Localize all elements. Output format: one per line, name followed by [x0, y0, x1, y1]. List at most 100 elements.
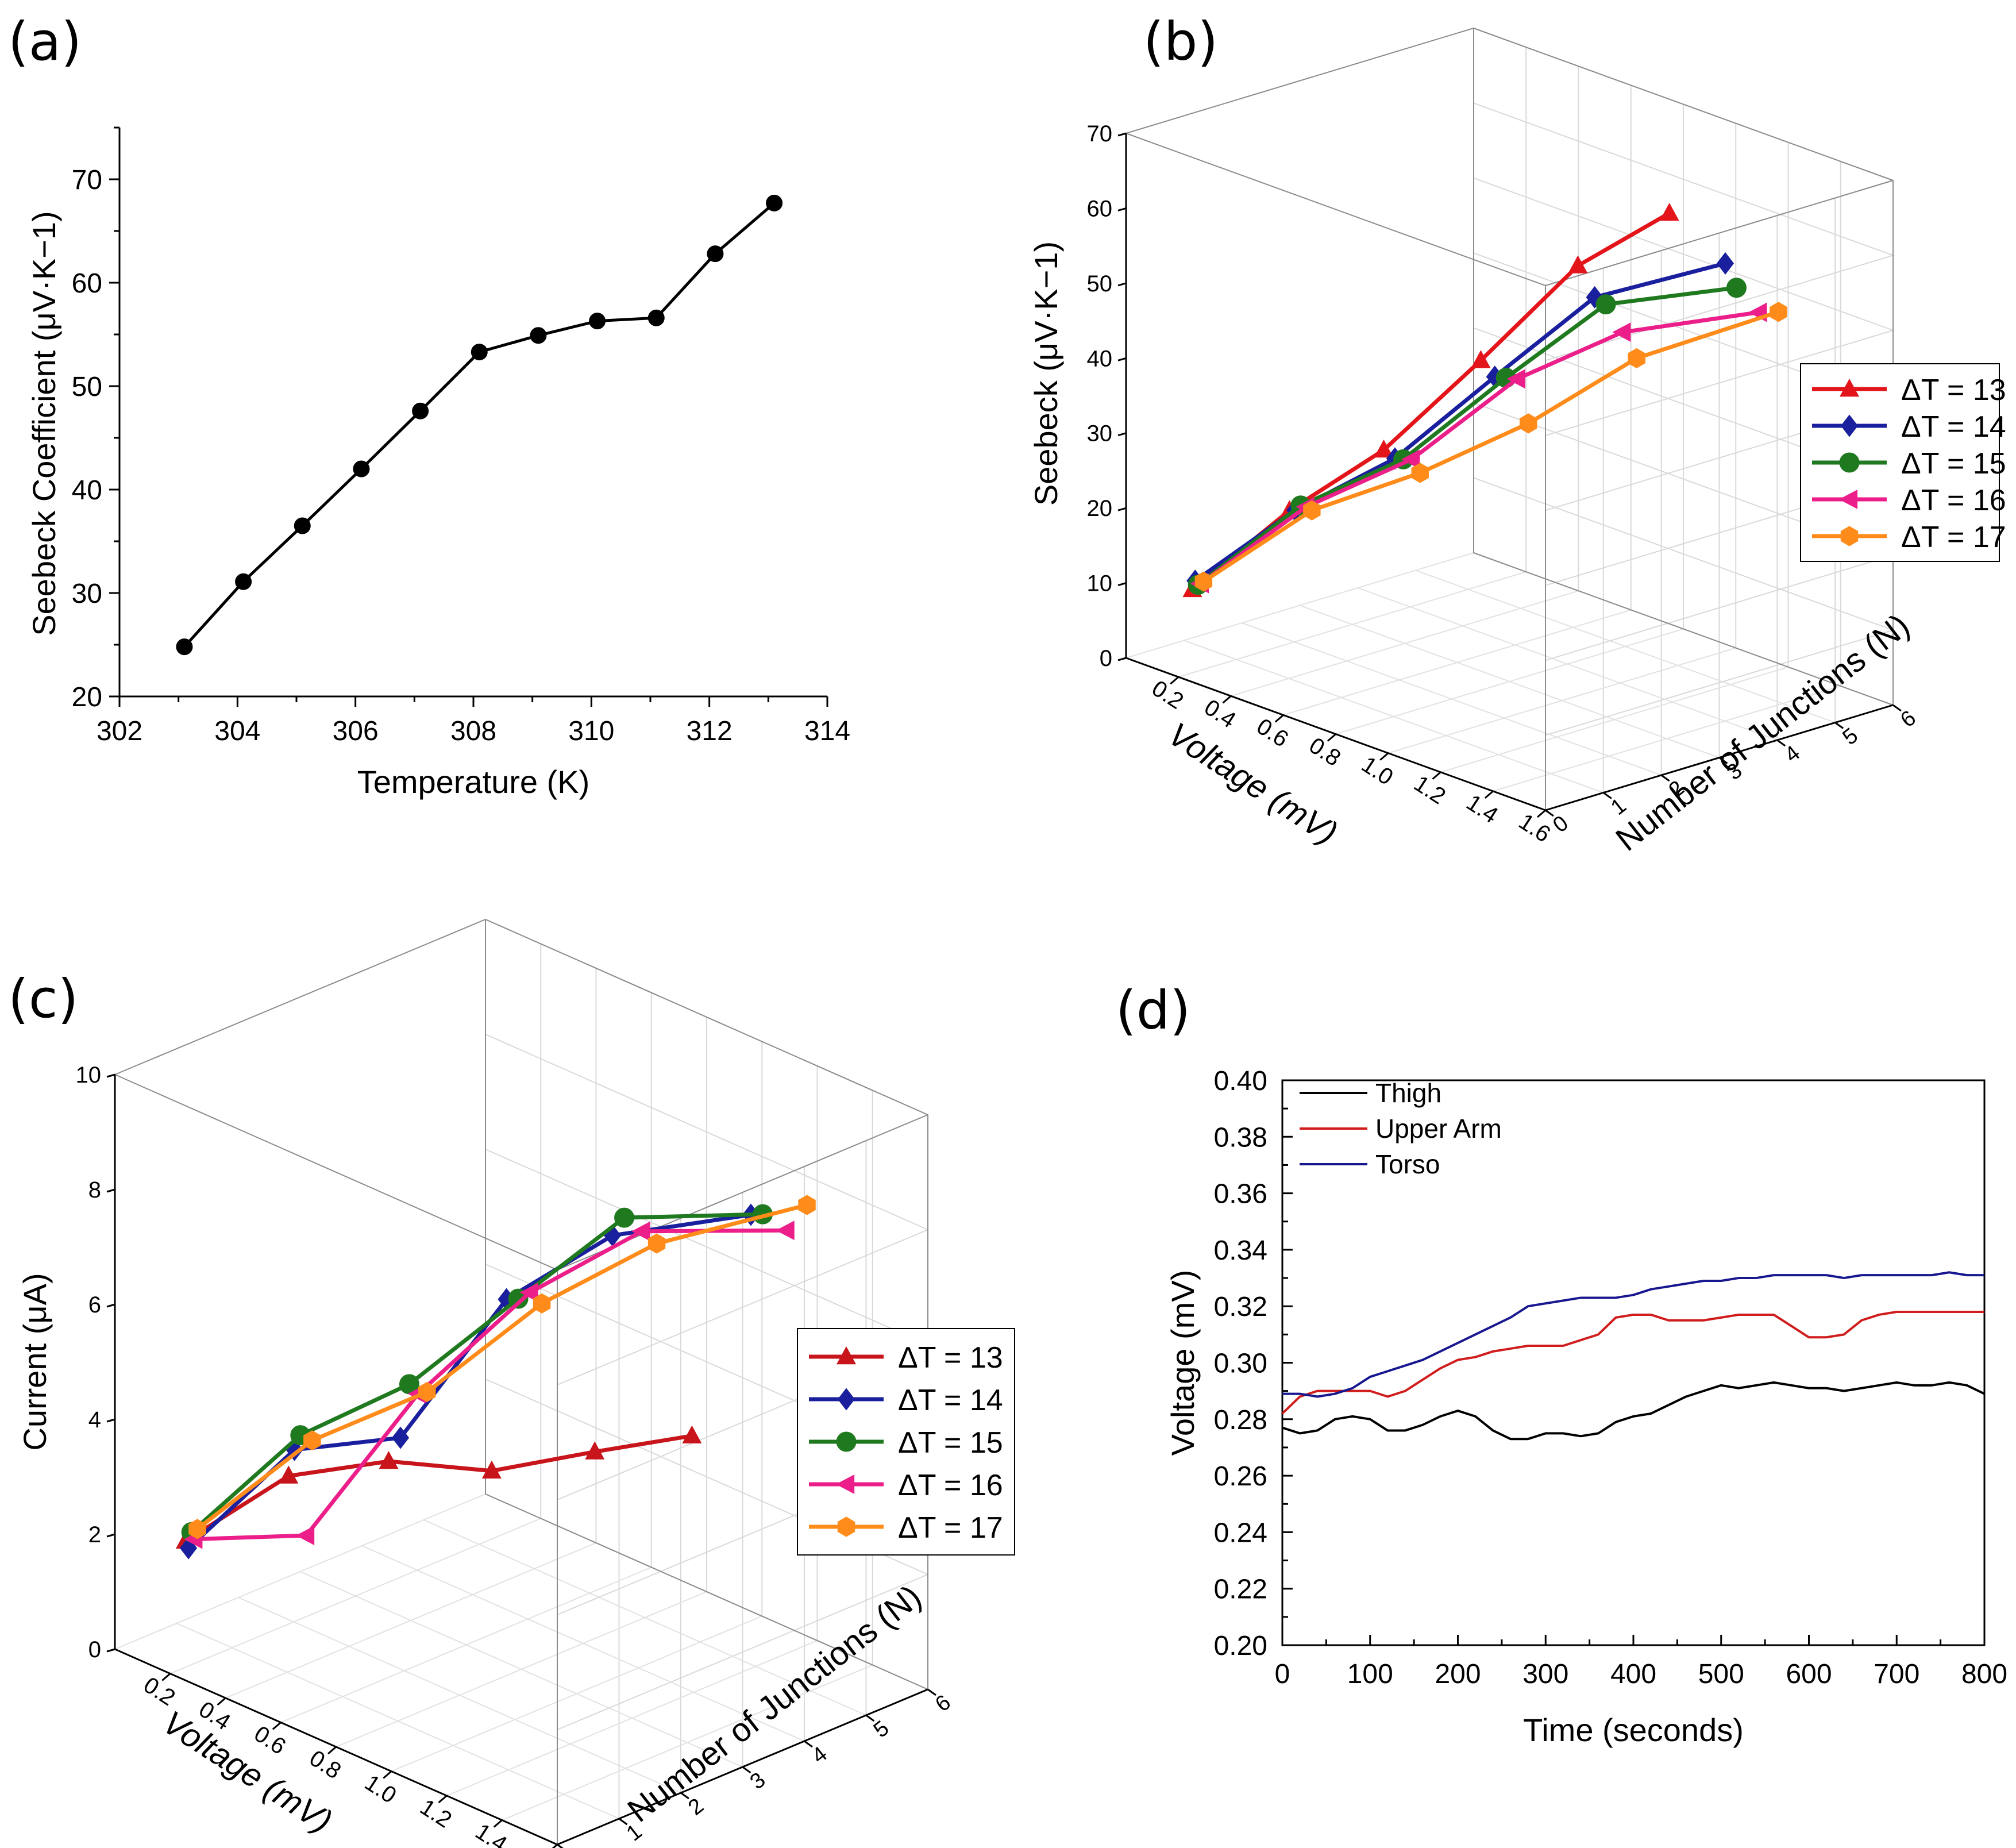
floor-grid-line	[176, 1623, 619, 1819]
x-tick-label: 308	[450, 716, 496, 746]
box-edge	[1125, 133, 1546, 286]
floor-grid-line	[238, 1597, 681, 1793]
floor-grid-line	[1300, 605, 1720, 759]
y-tick-mark	[865, 1714, 875, 1722]
x-tick-label: 302	[97, 716, 142, 746]
legend-marker	[1840, 526, 1859, 546]
floor-grid-line	[1184, 640, 1604, 794]
data-point	[798, 1195, 816, 1215]
data-point	[1411, 463, 1429, 483]
z-tick-label: 10	[76, 1062, 102, 1088]
y-tick-label: 0.34	[1214, 1235, 1267, 1266]
box-edge	[485, 1493, 928, 1690]
data-point	[585, 1441, 605, 1460]
legend-marker	[837, 1388, 855, 1411]
z-tick-label: 30	[1087, 421, 1113, 446]
z-tick-label: 8	[88, 1177, 101, 1203]
z-tick-mark	[1117, 132, 1127, 137]
series-line	[1197, 286, 1737, 587]
data-point	[294, 517, 311, 534]
panel-label: (a)	[8, 11, 82, 72]
x-tick-label: 314	[804, 716, 850, 746]
z-tick-mark	[106, 1188, 115, 1193]
data-point	[519, 1283, 538, 1303]
y-tick-label: 0.32	[1214, 1292, 1267, 1322]
data-point	[1506, 369, 1525, 389]
floor-grid-line	[361, 1545, 805, 1742]
z-tick-label: 70	[1087, 121, 1113, 147]
legend-marker	[1840, 414, 1859, 437]
data-point	[614, 1207, 635, 1228]
y-tick-mark	[618, 1818, 628, 1826]
box-edge	[1473, 28, 1894, 181]
data-point	[1586, 286, 1603, 309]
y-tick-mark	[804, 1740, 813, 1748]
legend-label: ΔT = 13	[1901, 374, 2006, 407]
data-point	[1716, 252, 1734, 275]
x-tick-mark	[383, 1770, 392, 1779]
x-tick-label: 400	[1610, 1659, 1656, 1689]
legend-label: ΔT = 16	[898, 1469, 1003, 1502]
y-tick-label: 30	[72, 579, 102, 609]
box-edge	[485, 919, 928, 1115]
z-tick-mark	[1117, 357, 1127, 361]
floor-grid-line	[1242, 622, 1662, 776]
z-tick-mark	[106, 1073, 115, 1078]
legend-marker	[837, 1346, 856, 1365]
y-tick-mark	[1545, 809, 1554, 817]
x-tick-mark	[1170, 676, 1179, 685]
y-tick-mark	[1602, 792, 1612, 799]
y-tick-label: 0.26	[1214, 1461, 1267, 1492]
y-axis-title: Voltage (mV)	[1165, 1270, 1201, 1456]
z-axis-title: Current (μA)	[17, 1273, 53, 1450]
data-point	[647, 1233, 666, 1254]
data-point	[303, 1430, 321, 1451]
data-point	[766, 194, 783, 211]
panel-a: (a) 302 304 306 308 310 312 314 20 30 40 50 60 70 Temp…	[8, 11, 850, 800]
legend-label: Torso	[1375, 1149, 1440, 1179]
y-tick-mark	[1776, 739, 1786, 747]
z-tick-mark	[1117, 657, 1127, 661]
data-point	[471, 344, 488, 361]
legend-marker	[835, 1474, 855, 1494]
data-point	[1194, 571, 1213, 592]
x-tick-mark	[1379, 752, 1389, 761]
x-tick-mark	[1222, 695, 1232, 704]
data-point	[295, 1526, 315, 1546]
data-point	[533, 1293, 551, 1314]
series-line	[1282, 1381, 1985, 1441]
z-tick-label: 6	[88, 1292, 101, 1318]
data-point	[1519, 413, 1537, 434]
data-point	[279, 1465, 299, 1484]
legend-marker	[1839, 452, 1860, 473]
x-tick-mark	[438, 1795, 448, 1804]
data-point	[1568, 255, 1588, 274]
data-point	[631, 1221, 650, 1241]
y-tick-label: 0.28	[1214, 1405, 1267, 1435]
legend-label: Thigh	[1375, 1078, 1441, 1108]
series-line	[190, 1212, 763, 1534]
legend: Thigh Upper Arm Torso	[1300, 1078, 1502, 1179]
data-point	[1303, 500, 1321, 521]
x-tick-mark	[1432, 771, 1441, 780]
panel-label: (d)	[1116, 980, 1190, 1041]
panel-label: (c)	[8, 968, 78, 1030]
z-tick-label: 4	[88, 1407, 101, 1433]
data-point	[353, 460, 370, 478]
legend-label: ΔT = 15	[898, 1426, 1003, 1460]
z-tick-mark	[1117, 207, 1127, 211]
legend-label: ΔT = 17	[898, 1511, 1003, 1545]
data-point	[412, 402, 429, 419]
z-tick-label: 10	[1087, 571, 1113, 596]
z-tick-mark	[106, 1533, 115, 1538]
box-edge	[1125, 28, 1474, 134]
box-edge	[114, 1074, 558, 1270]
series-line	[194, 1228, 787, 1542]
data-point	[1471, 350, 1491, 368]
data-point	[530, 327, 547, 344]
y-tick-label: 0.38	[1214, 1122, 1267, 1153]
x-tick-mark	[1274, 714, 1284, 723]
